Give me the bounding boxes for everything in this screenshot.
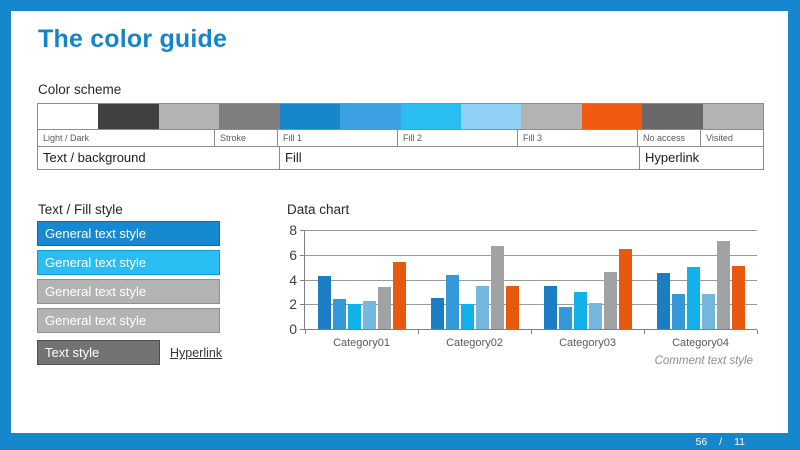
bar-group-Category01 xyxy=(305,230,418,329)
style-sample-button: Text style xyxy=(37,340,160,365)
bar-group-Category04 xyxy=(644,230,757,329)
bar-dark-blue xyxy=(656,273,670,329)
color-swatch-visited-gray xyxy=(702,104,764,129)
bar-dark-blue xyxy=(543,286,557,329)
swatch-usage-label: Hyperlink xyxy=(645,150,700,165)
swatch-usage-labels: Text / background Fill Hyperlink xyxy=(38,146,763,169)
bar-gray xyxy=(603,272,617,329)
y-tick-label: 8 xyxy=(289,222,297,238)
swatch-usage-label: Fill xyxy=(280,147,640,169)
y-tick xyxy=(300,254,304,256)
y-axis-line xyxy=(304,230,305,330)
slide: The color guide Color scheme Light / Dar… xyxy=(11,11,788,433)
y-tick xyxy=(300,279,304,281)
bar-group-Category03 xyxy=(531,230,644,329)
swatch-group-label: Fill 1 xyxy=(278,130,398,146)
bar-light-blue xyxy=(475,286,489,329)
style-sample-button: General text style xyxy=(37,279,220,304)
bar-dark-blue xyxy=(317,276,331,329)
hyperlink-sample[interactable]: Hyperlink xyxy=(170,346,223,360)
bar-cyan xyxy=(347,304,361,329)
gridline-y6 xyxy=(305,254,757,256)
swatch-group-label: Light / Dark xyxy=(38,130,215,146)
color-swatch-fill1-primary-blue xyxy=(279,104,341,129)
swatch-group-label: Visited xyxy=(706,133,733,143)
y-tick-label: 0 xyxy=(289,321,297,337)
color-swatch-stroke-gray xyxy=(219,104,280,129)
bar-blue xyxy=(445,275,459,329)
color-swatch-fill3-orange xyxy=(581,104,643,129)
color-swatch-light-gray xyxy=(158,104,220,129)
bar-orange xyxy=(392,262,406,329)
swatch-usage-label: Text / background xyxy=(38,147,280,169)
category-label: Category04 xyxy=(672,337,729,349)
y-tick xyxy=(300,230,304,231)
y-tick-label: 2 xyxy=(289,296,297,313)
x-tick xyxy=(757,330,758,334)
swatch-group-labels: Light / Dark Stroke Fill 1 Fill 2 Fill 3 No a… xyxy=(38,129,763,146)
y-tick xyxy=(300,304,304,306)
bar-orange xyxy=(505,286,519,329)
swatch-row xyxy=(38,104,764,129)
color-swatch-light-background xyxy=(38,104,99,129)
data-chart-heading: Data chart xyxy=(287,202,350,217)
swatch-group-label: Fill 2 xyxy=(398,130,518,146)
category-label: Category02 xyxy=(446,337,503,349)
gridline-y4 xyxy=(305,279,757,281)
page-current: 56 xyxy=(695,435,708,448)
color-swatch-fill2-primary-sky xyxy=(400,104,461,129)
y-tick xyxy=(300,329,304,330)
text-fill-style-heading: Text / Fill style xyxy=(38,202,123,217)
color-swatch-no-access-gray xyxy=(642,104,703,129)
style-sample-button: General text style xyxy=(37,250,220,275)
color-swatch-fill2-secondary-sky xyxy=(460,104,522,129)
bar-gray xyxy=(377,287,391,329)
bar-dark-blue xyxy=(430,298,444,329)
bar-cyan xyxy=(573,292,587,329)
color-scheme-heading: Color scheme xyxy=(38,82,122,97)
y-tick-label: 6 xyxy=(289,246,297,263)
x-tick xyxy=(418,330,419,334)
color-scheme-table: Light / Dark Stroke Fill 1 Fill 2 Fill 3 No a… xyxy=(37,103,764,170)
color-swatch-dark-text xyxy=(98,104,159,129)
bar-cyan xyxy=(686,267,700,329)
bar-blue xyxy=(558,307,572,329)
bar-light-blue xyxy=(588,303,602,329)
bar-blue xyxy=(332,299,346,329)
style-sample-button: General text style xyxy=(37,308,220,333)
swatch-group-label: No access xyxy=(638,130,701,146)
bar-light-blue xyxy=(701,294,715,329)
page-total: 11 xyxy=(734,435,745,448)
style-sample-button: General text style xyxy=(37,221,220,246)
x-tick xyxy=(644,330,645,334)
page-title: The color guide xyxy=(38,25,228,53)
x-tick xyxy=(305,330,306,334)
bar-blue xyxy=(671,294,685,329)
bar-cyan xyxy=(460,304,474,329)
color-swatch-fill1-secondary-blue xyxy=(340,104,401,129)
x-tick xyxy=(531,330,532,334)
bar-gray xyxy=(716,241,730,329)
gridline-y2 xyxy=(305,304,757,306)
x-axis-line xyxy=(305,329,757,330)
bar-gray xyxy=(490,246,504,329)
swatch-group-label: Fill 3 xyxy=(518,130,638,146)
bar-orange xyxy=(618,249,632,329)
page-number: 56 / 11 xyxy=(0,433,745,450)
bar-orange xyxy=(731,266,745,329)
gridline-y8 xyxy=(305,230,757,231)
style-button-list: General text style General text style Gene… xyxy=(37,221,237,369)
swatch-group-label: Stroke xyxy=(215,130,278,146)
comment-text: Comment text style xyxy=(654,355,753,367)
category-label: Category03 xyxy=(559,337,616,349)
bar-light-blue xyxy=(362,301,376,329)
y-tick-label: 4 xyxy=(289,271,297,288)
bar-group-Category02 xyxy=(418,230,531,329)
page-separator: / xyxy=(719,435,723,448)
category-label: Category01 xyxy=(333,337,390,349)
color-swatch-fill3-gray xyxy=(521,104,582,129)
